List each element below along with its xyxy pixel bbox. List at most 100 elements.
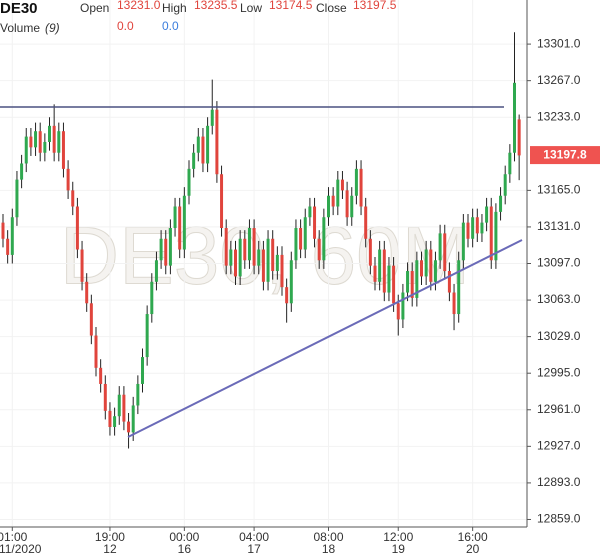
candle-body xyxy=(457,260,461,315)
candle-body xyxy=(80,249,84,282)
candle-body xyxy=(192,152,196,169)
candle-body xyxy=(85,281,89,304)
header: DE30 Open 13231.0 High 13235.5 Low 13174… xyxy=(0,0,397,35)
y-tick-label: 13131.0 xyxy=(537,219,581,233)
candle-body xyxy=(52,125,56,153)
candle-body xyxy=(503,174,507,196)
candle-body xyxy=(234,249,237,277)
candle-body xyxy=(57,131,61,153)
candle-body xyxy=(145,314,149,358)
x-tick-label: 00:00 xyxy=(169,530,199,544)
label: (9) xyxy=(45,21,60,35)
candle-body xyxy=(317,238,321,261)
candle-body xyxy=(113,416,117,427)
candle-body xyxy=(327,195,330,218)
candle-body xyxy=(392,265,396,304)
candle-body xyxy=(299,228,303,250)
candle-body xyxy=(303,217,307,250)
last-price-box xyxy=(530,146,600,165)
candle-body xyxy=(499,195,503,212)
value: 13235.5 xyxy=(194,0,238,12)
candle-body xyxy=(168,228,172,266)
candle-body xyxy=(289,260,293,304)
candle-body xyxy=(103,383,107,411)
candle-body xyxy=(261,249,265,282)
x-date-label: 11/11/2020 xyxy=(0,542,42,556)
candle-body xyxy=(238,238,242,277)
candle-body xyxy=(480,222,484,234)
candle-body xyxy=(229,249,233,266)
candle-body xyxy=(15,179,19,218)
candle-body xyxy=(466,222,470,239)
plot-area xyxy=(0,0,527,527)
symbol: DE30 xyxy=(0,0,38,17)
trend-line xyxy=(127,239,523,438)
label: Low xyxy=(240,1,262,15)
candle-body xyxy=(382,249,386,293)
candle-body xyxy=(280,254,284,288)
candle-body xyxy=(401,292,405,320)
y-tick-label: 13301.0 xyxy=(537,36,581,50)
candle-body xyxy=(410,271,414,298)
candle-body xyxy=(159,238,163,261)
candle-body xyxy=(178,206,182,250)
x-tick-label: 19:00 xyxy=(95,530,125,544)
candle-body xyxy=(433,260,437,282)
candle-body xyxy=(247,228,251,261)
candle-body xyxy=(224,228,228,266)
candle-body xyxy=(429,249,433,282)
x-tick-label: 01:00 xyxy=(0,530,28,544)
value: 13197.5 xyxy=(353,0,397,12)
candle-body xyxy=(471,217,475,239)
x-date-label: 16 xyxy=(178,542,192,556)
y-tick-label: 13063.0 xyxy=(537,292,581,306)
y-tick-label: 13233.0 xyxy=(537,109,581,123)
candle-body xyxy=(438,233,442,261)
x-date-label: 20 xyxy=(466,542,480,556)
candle-body xyxy=(443,233,447,272)
x-date-label: 17 xyxy=(247,542,261,556)
candle-body xyxy=(141,357,144,384)
candle-body xyxy=(406,271,410,293)
x-tick-label: 08:00 xyxy=(313,530,343,544)
candle-body xyxy=(48,125,51,142)
label: Open xyxy=(80,1,109,15)
candle-body xyxy=(485,206,489,223)
y-tick-label: 12995.0 xyxy=(537,365,581,379)
candle-body xyxy=(359,168,363,207)
candle-body xyxy=(243,238,247,261)
candle-body xyxy=(108,410,112,427)
candle-body xyxy=(373,265,377,282)
x-tick-label: 16:00 xyxy=(458,530,488,544)
candle-body xyxy=(24,136,28,164)
watermark: DE30, 60M xyxy=(60,211,470,302)
x-date-label: 18 xyxy=(322,542,336,556)
y-tick-label: 12927.0 xyxy=(537,439,581,453)
candle-body xyxy=(424,249,428,277)
candle-body xyxy=(210,109,214,126)
y-tick-label: 13029.0 xyxy=(537,329,581,343)
label: Volume xyxy=(0,21,40,35)
y-tick-label: 12961.0 xyxy=(537,402,581,416)
candle-body xyxy=(220,174,224,229)
candle-body xyxy=(275,254,279,272)
candle-body xyxy=(173,206,177,229)
candle-body xyxy=(206,125,210,164)
candle-body xyxy=(387,265,391,293)
candle-body xyxy=(196,136,200,153)
candle-body xyxy=(6,238,10,255)
candle-body xyxy=(489,206,493,261)
candle-body xyxy=(517,119,521,156)
candle-body xyxy=(117,394,121,417)
candle-body xyxy=(447,271,451,293)
candle-body xyxy=(271,238,275,272)
candle-body xyxy=(494,211,498,261)
candle-body xyxy=(43,141,47,153)
candle-body xyxy=(368,238,372,266)
y-tick-label: 12893.0 xyxy=(537,475,581,489)
candle-body xyxy=(34,131,38,148)
candle-body xyxy=(136,383,140,406)
candle-body xyxy=(252,228,256,266)
x-tick-label: 04:00 xyxy=(239,530,269,544)
